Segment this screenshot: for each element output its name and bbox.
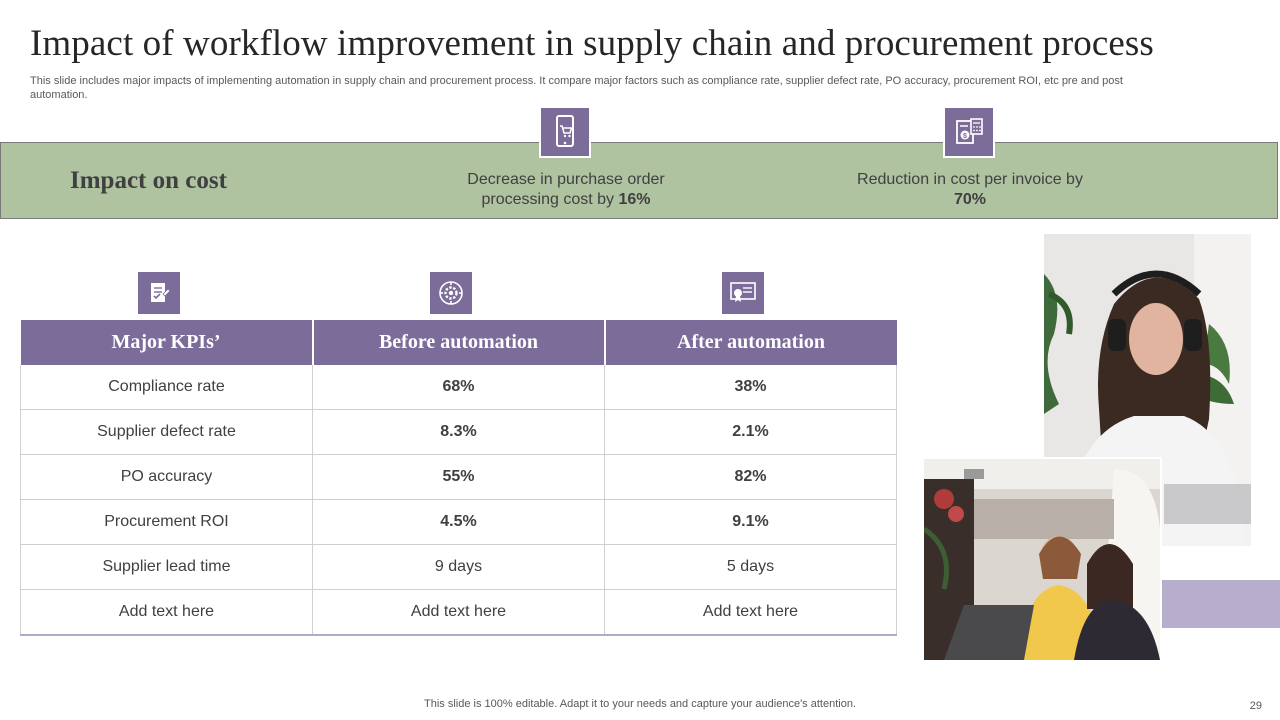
impact-text: Reduction in cost per invoice by bbox=[857, 171, 1083, 188]
gear-icon bbox=[430, 272, 472, 314]
band-heading: Impact on cost bbox=[70, 167, 227, 194]
before-cell: 68% bbox=[312, 365, 605, 410]
before-cell: Add text here bbox=[312, 589, 605, 636]
checklist-icon bbox=[138, 272, 180, 314]
certificate-icon bbox=[722, 272, 764, 314]
kpi-cell: PO accuracy bbox=[20, 454, 313, 500]
table-row: Add text here Add text here Add text her… bbox=[20, 589, 897, 636]
kpi-comparison-table: Major KPIs’ Before automation After auto… bbox=[20, 320, 897, 636]
kpi-cell: Add text here bbox=[20, 589, 313, 636]
impact-on-cost-band bbox=[0, 142, 1278, 219]
before-cell: 9 days bbox=[312, 544, 605, 590]
after-cell: 9.1% bbox=[604, 499, 897, 545]
table-header-row: Major KPIs’ Before automation After auto… bbox=[20, 320, 897, 365]
table-row: Supplier defect rate 8.3% 2.1% bbox=[20, 409, 897, 455]
kpi-cell: Supplier defect rate bbox=[20, 409, 313, 455]
mobile-cart-icon bbox=[539, 106, 591, 158]
slide-subtitle: This slide includes major impacts of imp… bbox=[30, 75, 1123, 101]
before-cell: 55% bbox=[312, 454, 605, 500]
impact-item-po-cost: Decrease in purchase order processing co… bbox=[436, 170, 696, 210]
table-row: Procurement ROI 4.5% 9.1% bbox=[20, 499, 897, 545]
invoice-calculator-icon: $ bbox=[943, 106, 995, 158]
column-header-kpi: Major KPIs’ bbox=[20, 320, 314, 365]
column-header-after: After automation bbox=[604, 320, 897, 365]
table-row: Compliance rate 68% 38% bbox=[20, 365, 897, 410]
footer-note: This slide is 100% editable. Adapt it to… bbox=[424, 698, 856, 710]
kpi-cell: Supplier lead time bbox=[20, 544, 313, 590]
photo-team-laptop bbox=[922, 457, 1162, 662]
kpi-cell: Procurement ROI bbox=[20, 499, 313, 545]
impact-text: Decrease in purchase order processing co… bbox=[467, 171, 665, 208]
after-cell: 2.1% bbox=[604, 409, 897, 455]
page-number: 29 bbox=[1249, 700, 1262, 712]
column-header-before: Before automation bbox=[312, 320, 606, 365]
impact-item-invoice-cost: Reduction in cost per invoice by 70% bbox=[840, 170, 1100, 210]
slide-title: Impact of workflow improvement in supply… bbox=[30, 23, 1154, 64]
impact-value: 16% bbox=[618, 191, 651, 208]
before-cell: 8.3% bbox=[312, 409, 605, 455]
impact-value: 70% bbox=[953, 191, 987, 208]
after-cell: 82% bbox=[604, 454, 897, 500]
after-cell: 5 days bbox=[604, 544, 897, 590]
kpi-cell: Compliance rate bbox=[20, 365, 313, 410]
before-cell: 4.5% bbox=[312, 499, 605, 545]
svg-text:$: $ bbox=[963, 133, 967, 140]
table-row: PO accuracy 55% 82% bbox=[20, 454, 897, 500]
after-cell: 38% bbox=[604, 365, 897, 410]
after-cell: Add text here bbox=[604, 589, 897, 636]
table-row: Supplier lead time 9 days 5 days bbox=[20, 544, 897, 590]
